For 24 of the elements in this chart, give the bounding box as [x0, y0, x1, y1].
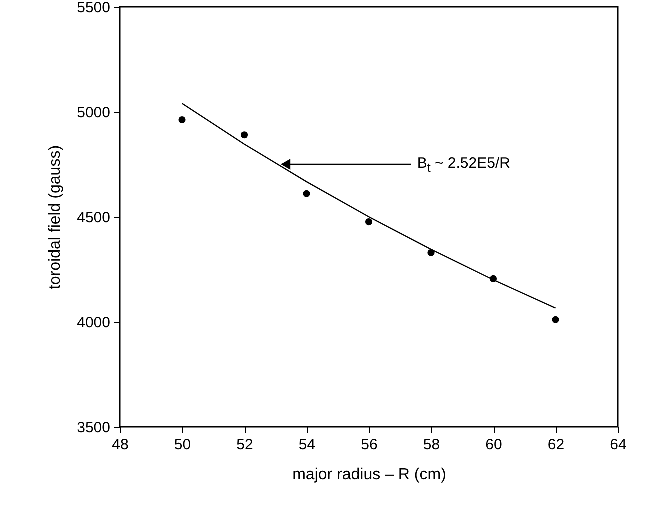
x-tick-label: 52: [236, 436, 254, 454]
y-tick-label: 4500: [77, 210, 110, 226]
point: [240, 132, 248, 139]
y-tick-label: 4000: [77, 314, 110, 332]
point: [178, 116, 186, 124]
x-axis-title: major radius – R (cm): [292, 466, 446, 484]
x-tick-label: 60: [486, 436, 502, 454]
x-tick-label: 58: [423, 436, 440, 454]
x-tick-label: 62: [548, 436, 565, 454]
x-tick-label: 56: [361, 436, 378, 454]
x-tick-label: 50: [174, 436, 192, 454]
annotation: B$_{t}$ ~ 2.52E5/R: [417, 154, 510, 174]
y-tick-label: 3500: [77, 420, 110, 436]
y-axis-title: toroidal field (gauss): [47, 145, 64, 290]
line-series: [182, 103, 556, 309]
x-tick-label: 54: [298, 436, 316, 454]
point: [428, 249, 435, 256]
y-tick-label: 5500: [77, 0, 110, 16]
point: [365, 218, 373, 226]
x-tick-label: 64: [610, 436, 627, 454]
x-tick-label: 48: [112, 436, 129, 454]
point: [303, 190, 310, 198]
y-tick-label: 5000: [77, 104, 110, 122]
point: [552, 316, 560, 324]
